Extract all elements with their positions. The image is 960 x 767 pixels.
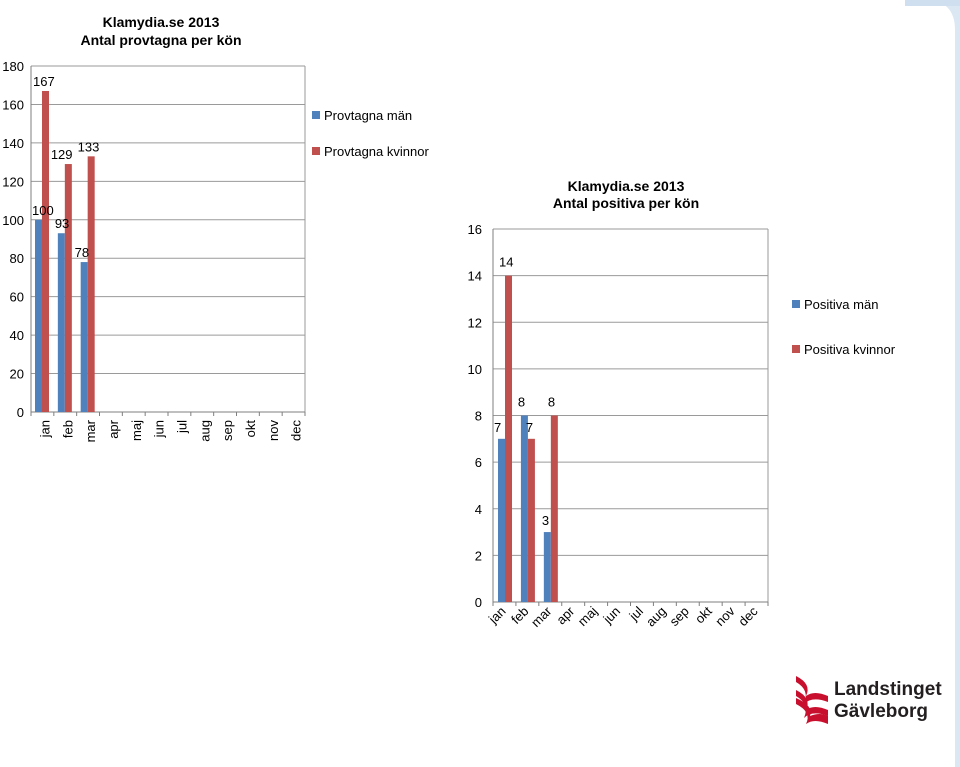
corner-decoration-strip bbox=[905, 0, 960, 6]
positiva-bar-kvinna bbox=[550, 415, 558, 602]
provtagna-legend-label: Provtagna män bbox=[324, 108, 412, 123]
logo-line2: Gävleborg bbox=[834, 701, 928, 722]
positiva-category-label: nov bbox=[712, 603, 738, 629]
positiva-category-label: dec bbox=[735, 603, 761, 629]
provtagna-category-label: okt bbox=[243, 420, 258, 438]
positiva-data-label: 14 bbox=[499, 255, 513, 270]
provtagna-ytick-label: 160 bbox=[2, 97, 24, 112]
provtagna-ytick-label: 100 bbox=[2, 213, 24, 228]
provtagna-ytick-label: 120 bbox=[2, 174, 24, 189]
provtagna-ytick-label: 180 bbox=[2, 59, 24, 74]
positiva-legend-swatch bbox=[792, 300, 800, 308]
positiva-data-label: 8 bbox=[548, 395, 555, 410]
provtagna-category-label: apr bbox=[106, 419, 121, 438]
provtagna-legend-swatch bbox=[312, 147, 320, 155]
positiva-category-label: maj bbox=[575, 603, 600, 628]
positiva-category-label: aug bbox=[643, 604, 669, 630]
chart-provtagna: Klamydia.se 2013 Antal provtagna per kön 0… bbox=[2, 14, 429, 442]
positiva-bar-kvinna bbox=[505, 275, 512, 602]
positiva-category-label: jan bbox=[485, 604, 509, 628]
positiva-ytick-label: 14 bbox=[468, 269, 482, 284]
provtagna-category-label: jun bbox=[152, 420, 167, 438]
positiva-data-label: 7 bbox=[526, 420, 533, 435]
provtagna-chart-subtitle: Antal provtagna per kön bbox=[80, 32, 241, 48]
positiva-category-label: okt bbox=[692, 603, 715, 626]
provtagna-bar-kvinna bbox=[64, 164, 72, 412]
provtagna-ytick-label: 40 bbox=[10, 328, 24, 343]
positiva-chart-title: Klamydia.se 2013 bbox=[568, 178, 685, 194]
provtagna-data-label: 93 bbox=[55, 216, 69, 231]
provtagna-ytick-label: 0 bbox=[17, 405, 24, 420]
positiva-ytick-label: 8 bbox=[475, 409, 482, 424]
positiva-bar-man bbox=[498, 438, 505, 602]
provtagna-data-label: 129 bbox=[51, 147, 73, 162]
provtagna-category-label: maj bbox=[129, 420, 144, 441]
corner-decoration bbox=[902, 0, 960, 767]
provtagna-category-label: mar bbox=[83, 419, 98, 442]
provtagna-data-label: 78 bbox=[75, 245, 89, 260]
provtagna-category-label: jan bbox=[37, 420, 52, 438]
positiva-legend-swatch bbox=[792, 345, 800, 353]
provtagna-ytick-label: 80 bbox=[10, 251, 24, 266]
positiva-legend-label: Positiva män bbox=[804, 297, 878, 312]
positiva-bar-kvinna bbox=[527, 438, 535, 602]
positiva-category-label: feb bbox=[508, 604, 531, 627]
positiva-data-label: 8 bbox=[518, 395, 525, 410]
positiva-ytick-label: 10 bbox=[468, 362, 482, 377]
provtagna-category-label: sep bbox=[220, 420, 235, 441]
positiva-category-label: sep bbox=[666, 604, 691, 629]
positiva-ytick-label: 12 bbox=[468, 315, 482, 330]
provtagna-category-label: dec bbox=[289, 420, 304, 441]
provtagna-data-label: 167 bbox=[33, 74, 55, 89]
provtagna-ytick-label: 140 bbox=[2, 136, 24, 151]
provtagna-category-label: aug bbox=[197, 420, 212, 442]
provtagna-data-label: 133 bbox=[78, 139, 100, 154]
logo-line1: Landstinget bbox=[834, 679, 942, 700]
logo-mark-icon bbox=[796, 676, 828, 724]
positiva-legend-label: Positiva kvinnor bbox=[804, 342, 896, 357]
provtagna-ytick-label: 60 bbox=[10, 290, 24, 305]
provtagna-bar-man bbox=[57, 233, 65, 412]
positiva-category-label: mar bbox=[528, 603, 555, 630]
provtagna-bar-kvinna bbox=[42, 90, 49, 412]
provtagna-category-label: jul bbox=[174, 420, 189, 434]
positiva-ytick-label: 0 bbox=[475, 595, 482, 610]
provtagna-legend-label: Provtagna kvinnor bbox=[324, 144, 429, 159]
positiva-ytick-label: 6 bbox=[475, 455, 482, 470]
provtagna-chart-title: Klamydia.se 2013 bbox=[103, 14, 220, 30]
provtagna-legend-swatch bbox=[312, 111, 320, 119]
provtagna-ytick-label: 20 bbox=[10, 367, 24, 382]
provtagna-bar-man bbox=[80, 262, 88, 412]
provtagna-bar-kvinna bbox=[87, 156, 95, 412]
positiva-ytick-label: 16 bbox=[468, 222, 482, 237]
positiva-data-label: 7 bbox=[494, 420, 501, 435]
positiva-ytick-label: 2 bbox=[475, 548, 482, 563]
positiva-category-label: jul bbox=[626, 603, 647, 624]
positiva-bar-man bbox=[520, 415, 528, 602]
positiva-bar-man bbox=[543, 532, 551, 602]
provtagna-category-label: nov bbox=[266, 420, 281, 441]
positiva-chart-subtitle: Antal positiva per kön bbox=[553, 195, 699, 211]
landstinget-logo: Landstinget Gävleborg bbox=[796, 676, 942, 724]
positiva-data-label: 3 bbox=[542, 513, 549, 528]
positiva-category-label: jun bbox=[600, 604, 624, 628]
positiva-ytick-label: 4 bbox=[475, 502, 482, 517]
provtagna-bar-man bbox=[35, 219, 42, 412]
provtagna-data-label: 100 bbox=[32, 203, 54, 218]
provtagna-category-label: feb bbox=[60, 420, 75, 438]
positiva-category-label: apr bbox=[553, 603, 577, 627]
